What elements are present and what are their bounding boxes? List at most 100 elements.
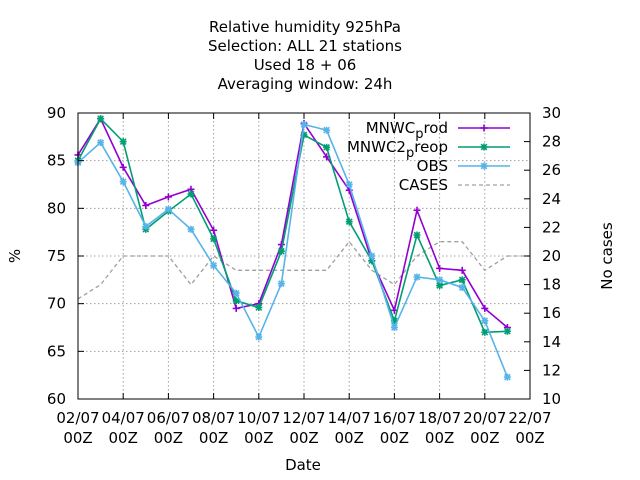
marker-stroke — [413, 231, 421, 239]
marker-stroke — [436, 282, 443, 289]
marker-stroke — [458, 276, 466, 284]
series-line — [77, 117, 508, 334]
marker-stroke — [97, 115, 104, 123]
axis-ticks: 60 65 70 75 80 85 90 10 12 14 16 18 20 22 24 26 28 30 02/0… — [47, 104, 561, 447]
marker-stroke — [345, 218, 353, 226]
marker-stroke — [504, 327, 511, 335]
x-tick-label-hour: 00Z — [335, 429, 364, 447]
series-cases — [77, 240, 530, 300]
marker-stroke — [481, 317, 489, 325]
y2-tick-label: 18 — [542, 276, 561, 294]
marker-stroke — [278, 280, 285, 288]
data-point — [232, 289, 240, 297]
y2-tick-label: 28 — [542, 133, 561, 151]
y-tick-label: 60 — [47, 390, 66, 408]
data-point — [232, 297, 240, 305]
data-point — [458, 276, 466, 284]
data-point — [458, 266, 466, 274]
legend-label: CASES — [399, 176, 448, 194]
data-point — [277, 247, 285, 255]
legend-item: CASES — [399, 176, 510, 194]
x-tick-label-date: 04/07 — [102, 409, 145, 427]
data-point — [503, 373, 511, 381]
marker-stroke — [232, 289, 240, 297]
marker-stroke — [300, 121, 308, 128]
x-tick-label-hour: 00Z — [109, 429, 138, 447]
marker-stroke — [255, 333, 263, 341]
legend-label-main: OBS — [417, 157, 448, 175]
data-point — [164, 205, 172, 213]
data-point — [277, 280, 285, 288]
legend-label: OBS — [417, 157, 448, 175]
y2-tick-label: 22 — [542, 218, 561, 236]
y2-tick-label: 26 — [542, 161, 561, 179]
x-tick-label-hour: 00Z — [289, 429, 318, 447]
legend-item: MNWC2preop — [347, 138, 510, 161]
data-point — [255, 333, 263, 341]
data-point — [481, 328, 489, 336]
marker-stroke — [187, 225, 195, 233]
marker-stroke — [210, 235, 217, 243]
series-line — [77, 123, 509, 378]
data-point — [164, 193, 172, 201]
y2-axis-label: No cases — [598, 222, 616, 290]
data-point — [481, 317, 489, 325]
data-point — [323, 126, 331, 134]
marker-stroke — [232, 297, 240, 305]
data-point — [481, 304, 489, 312]
y2-tick-label: 16 — [542, 304, 561, 322]
x-tick-label-date: 14/07 — [328, 409, 371, 427]
marker-stroke — [481, 328, 489, 336]
legend-label-rest: reop — [414, 138, 448, 156]
marker-stroke — [255, 304, 263, 311]
x-tick-label-date: 12/07 — [282, 409, 325, 427]
marker-stroke — [165, 205, 172, 213]
y2-tick-label: 12 — [542, 361, 561, 379]
series-obs — [74, 120, 511, 381]
data-point — [277, 241, 285, 249]
data-point — [232, 304, 240, 312]
y2-tick-label: 14 — [542, 333, 561, 351]
y-tick-label: 90 — [47, 104, 66, 122]
y-tick-label: 70 — [47, 295, 66, 313]
data-point — [210, 226, 218, 234]
data-point — [187, 190, 195, 198]
y-axis-label: % — [6, 249, 24, 263]
marker-stroke — [119, 138, 127, 145]
marker-stroke — [368, 252, 376, 260]
legend-item: MNWCprod — [366, 119, 510, 142]
x-tick-label-hour: 00Z — [244, 429, 273, 447]
grid-lines — [78, 113, 530, 399]
x-tick-label-date: 20/07 — [463, 409, 506, 427]
marker-stroke — [480, 143, 488, 151]
title-line: Relative humidity 925hPa — [209, 18, 401, 36]
y-tick-label: 75 — [47, 247, 66, 265]
data-point — [436, 264, 444, 272]
title-line: Used 18 + 06 — [254, 56, 357, 74]
y-tick-label: 80 — [47, 199, 66, 217]
data-point — [458, 283, 466, 291]
data-point — [142, 201, 150, 209]
y2-tick-label: 24 — [542, 190, 561, 208]
data-point — [119, 138, 127, 146]
y2-tick-label: 20 — [542, 247, 561, 265]
marker-stroke — [323, 126, 330, 134]
data-point — [119, 178, 127, 186]
series-line — [77, 240, 530, 300]
x-tick-label-hour: 00Z — [470, 429, 499, 447]
legend-label-rest: rod — [423, 119, 448, 137]
marker-stroke — [504, 373, 511, 381]
data-point — [413, 206, 421, 214]
x-tick-label-hour: 00Z — [154, 429, 183, 447]
marker-stroke — [210, 262, 217, 269]
data-point — [97, 139, 105, 147]
marker-stroke — [323, 143, 330, 151]
marker-stroke — [436, 276, 443, 284]
marker-stroke — [458, 284, 466, 291]
x-tick-label-date: 18/07 — [418, 409, 461, 427]
y-tick-label: 85 — [47, 152, 66, 170]
marker-stroke — [97, 139, 104, 146]
data-point — [503, 327, 511, 335]
